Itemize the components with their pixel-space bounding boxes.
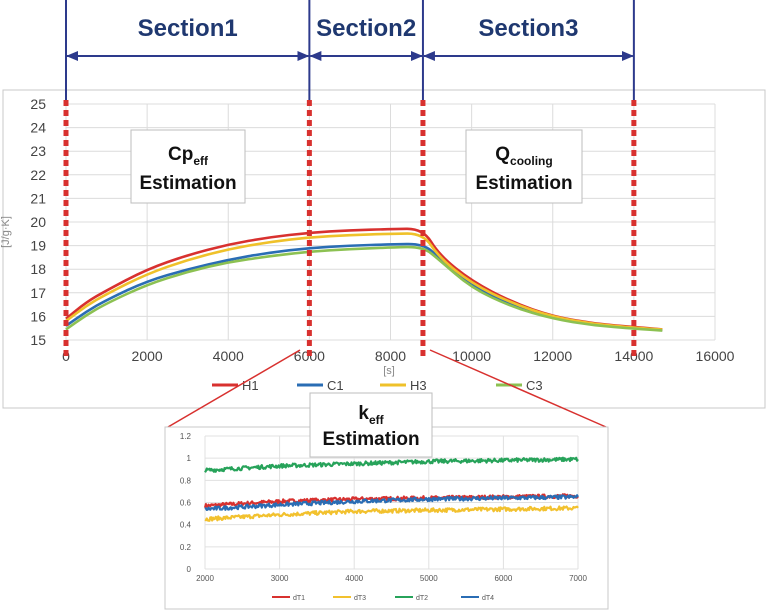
series-line-h3 — [65, 232, 663, 331]
cp-eff-title: Cpeff — [168, 144, 209, 168]
inset-legend-label-dt2: dT2 — [416, 595, 428, 602]
main-x-tick-1: 2000 — [132, 348, 163, 364]
section-guides — [63, 100, 637, 358]
legend-label-h3: H3 — [410, 378, 427, 393]
main-x-tick-8: 16000 — [696, 348, 735, 364]
main-x-tick-5: 10000 — [452, 348, 491, 364]
section-label-2: Section2 — [316, 15, 416, 42]
inset-x-tick-0: 2000 — [196, 574, 214, 583]
legend-label-h1: H1 — [242, 378, 259, 393]
main-x-tick-6: 12000 — [533, 348, 572, 364]
main-y-axis-label: [J/g·K] — [0, 216, 12, 248]
inset-y-tick-1: 0.2 — [180, 543, 192, 552]
cp-eff-estimation: Estimation — [139, 173, 236, 194]
inset-series-line-dt3 — [204, 505, 579, 522]
main-y-tick-10: 25 — [30, 96, 46, 112]
inset-series-line-dt2 — [204, 456, 579, 473]
main-series-lines — [65, 227, 663, 332]
inset-x-tick-3: 5000 — [420, 574, 438, 583]
inset-x-tick-4: 6000 — [495, 574, 513, 583]
inset-series-lines — [203, 456, 579, 522]
section-label-1: Section1 — [138, 15, 238, 42]
inset-x-tick-2: 4000 — [345, 574, 363, 583]
zoom-connector-left — [167, 349, 301, 428]
k-eff-box: keff Estimation — [309, 392, 433, 458]
inset-y-tick-5: 1 — [187, 454, 192, 463]
main-x-tick-2: 4000 — [213, 348, 244, 364]
q-cooling-box: Qcooling Estimation — [465, 129, 583, 204]
main-y-tick-1: 16 — [30, 308, 46, 324]
section-arrows: Section1 Section2 Section3 — [65, 0, 635, 100]
main-x-axis-label: [s] — [383, 365, 395, 377]
q-cooling-title: Qcooling — [495, 144, 552, 168]
section-label-3: Section3 — [478, 15, 578, 42]
main-y-tick-2: 17 — [30, 285, 46, 301]
main-y-tick-8: 23 — [30, 143, 46, 159]
k-eff-title: keff — [358, 403, 384, 427]
q-cooling-estimation: Estimation — [475, 173, 572, 194]
inset-y-tick-6: 1.2 — [180, 432, 192, 441]
inset-y-tick-3: 0.6 — [180, 499, 192, 508]
main-y-tick-9: 24 — [30, 120, 46, 136]
inset-x-tick-1: 3000 — [271, 574, 289, 583]
main-x-tick-4: 8000 — [375, 348, 406, 364]
inset-x-ticks: 2000 3000 4000 5000 6000 7000 — [196, 574, 587, 583]
series-line-c3 — [65, 245, 663, 332]
main-y-tick-4: 19 — [30, 238, 46, 254]
inset-y-tick-4: 0.8 — [180, 476, 192, 485]
zoom-connector-right — [429, 349, 607, 428]
inset-legend: dT1 dT3 dT2 dT4 — [272, 595, 494, 602]
main-y-ticks: 15 16 17 18 19 20 21 22 23 24 25 — [30, 96, 46, 348]
inset-y-tick-0: 0 — [187, 565, 192, 574]
inset-y-tick-2: 0.4 — [180, 521, 192, 530]
cp-eff-box: Cpeff Estimation — [130, 129, 246, 204]
inset-legend-label-dt3: dT3 — [354, 595, 366, 602]
legend-label-c1: C1 — [327, 378, 344, 393]
inset-x-tick-5: 7000 — [569, 574, 587, 583]
main-y-tick-7: 22 — [30, 167, 46, 183]
main-y-tick-0: 15 — [30, 332, 46, 348]
inset-legend-label-dt4: dT4 — [482, 595, 494, 602]
legend-label-c3: C3 — [526, 378, 543, 393]
main-y-tick-6: 21 — [30, 190, 46, 206]
main-y-tick-5: 20 — [30, 214, 46, 230]
k-eff-estimation: Estimation — [322, 429, 419, 450]
inset-series-line-dt4 — [204, 494, 579, 511]
inset-legend-label-dt1: dT1 — [293, 595, 305, 602]
inset-y-ticks: 0 0.2 0.4 0.6 0.8 1 1.2 — [180, 432, 192, 574]
main-y-tick-3: 18 — [30, 261, 46, 277]
